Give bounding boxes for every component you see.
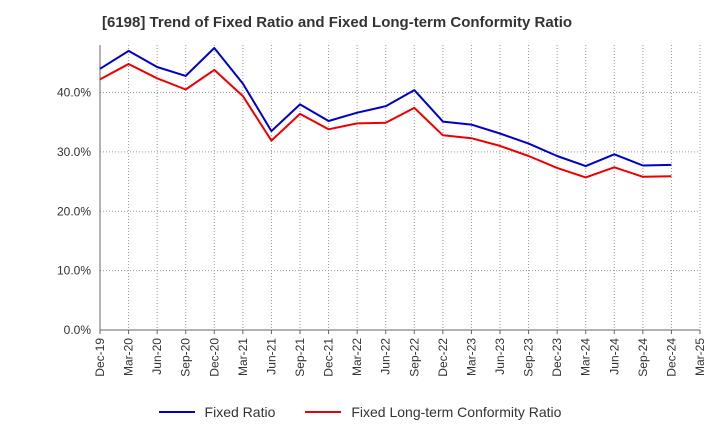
legend-label: Fixed Ratio xyxy=(204,404,276,420)
x-tick-label: Dec-22 xyxy=(436,338,450,377)
x-tick-label: Dec-20 xyxy=(207,338,221,377)
series-line-fixed-long-term-conformity-ratio xyxy=(99,63,672,179)
y-tick-label: 40.0% xyxy=(57,86,91,100)
legend-label: Fixed Long-term Conformity Ratio xyxy=(351,404,562,420)
x-tick-label: Jun-22 xyxy=(379,338,393,375)
x-tick-label: Mar-23 xyxy=(464,338,478,376)
x-tick-label: Mar-25 xyxy=(693,338,707,376)
axis-layer xyxy=(99,45,701,334)
x-tick-label: Sep-23 xyxy=(522,338,536,377)
x-tick-label: Sep-22 xyxy=(407,338,421,377)
x-tick-label: Mar-21 xyxy=(236,338,250,376)
legend-item-fixed-ratio: Fixed Ratio xyxy=(158,404,276,420)
series-line-fixed-ratio xyxy=(99,47,672,168)
x-tick-label: Mar-22 xyxy=(350,338,364,376)
y-tick-label: 30.0% xyxy=(57,145,91,159)
legend: Fixed Ratio Fixed Long-term Conformity R… xyxy=(0,404,720,420)
y-tick-label: 20.0% xyxy=(57,204,91,218)
series-layer xyxy=(99,47,672,179)
legend-swatch xyxy=(305,411,342,413)
x-tick-label: Mar-20 xyxy=(122,338,136,376)
legend-swatch xyxy=(158,411,195,413)
x-tick-label: Sep-24 xyxy=(636,338,650,377)
y-tick-label: 10.0% xyxy=(57,264,91,278)
tick-label-layer: 0.0% 10.0% 20.0% 30.0% 40.0% Dec-19 Mar-20 Jun-… xyxy=(57,86,707,377)
x-tick-label: Dec-23 xyxy=(550,338,564,377)
x-tick-label: Dec-19 xyxy=(93,338,107,377)
legend-item-fixed-long-term-conformity-ratio: Fixed Long-term Conformity Ratio xyxy=(305,404,561,420)
x-tick-label: Jun-21 xyxy=(264,338,278,375)
chart-title: [6198] Trend of Fixed Ratio and Fixed Lo… xyxy=(102,14,573,31)
x-tick-label: Mar-24 xyxy=(579,338,593,376)
x-tick-label: Sep-20 xyxy=(179,338,193,377)
x-tick-label: Sep-21 xyxy=(293,338,307,377)
y-tick-label: 0.0% xyxy=(64,323,92,337)
grid-layer xyxy=(99,45,701,331)
x-tick-label: Jun-24 xyxy=(607,338,621,375)
x-tick-label: Dec-21 xyxy=(322,338,336,377)
x-tick-label: Dec-24 xyxy=(664,338,678,377)
x-tick-label: Jun-20 xyxy=(150,338,164,375)
x-tick-label: Jun-23 xyxy=(493,338,507,375)
